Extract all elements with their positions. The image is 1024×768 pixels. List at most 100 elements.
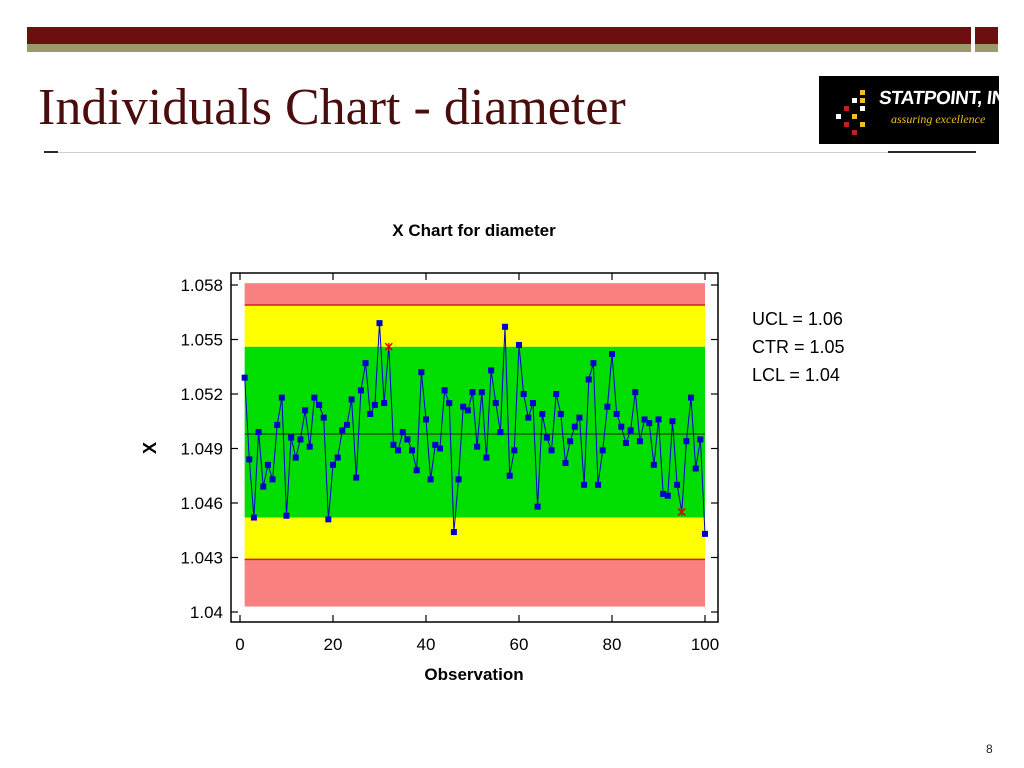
data-point xyxy=(357,387,364,394)
data-point xyxy=(316,401,323,408)
data-point xyxy=(432,441,439,448)
data-point xyxy=(455,476,462,483)
data-point xyxy=(288,434,295,441)
data-point xyxy=(450,529,457,536)
data-point xyxy=(562,460,569,467)
data-point xyxy=(539,410,546,417)
data-point xyxy=(464,407,471,414)
legend-ucl: UCL = 1.06 xyxy=(752,309,843,329)
x-tick-label: 80 xyxy=(603,635,622,654)
data-point xyxy=(320,414,327,421)
y-tick-label: 1.052 xyxy=(180,385,223,404)
data-point xyxy=(697,436,704,443)
logo-tagline: assuring excellence xyxy=(891,112,986,126)
data-point xyxy=(674,481,681,488)
data-point xyxy=(506,472,513,479)
header-square-dark xyxy=(975,27,998,44)
zone-lower-red xyxy=(244,559,705,607)
flagged-point xyxy=(677,508,686,517)
data-point xyxy=(483,454,490,461)
data-point xyxy=(343,421,350,428)
data-point xyxy=(409,447,416,454)
data-point xyxy=(367,410,374,417)
data-point xyxy=(613,410,620,417)
data-point xyxy=(241,374,248,381)
data-point xyxy=(646,420,653,427)
data-point xyxy=(362,360,369,367)
data-point xyxy=(381,400,388,407)
legend-ctr: CTR = 1.05 xyxy=(752,337,845,357)
data-point xyxy=(246,456,253,463)
data-point xyxy=(302,407,309,414)
data-point xyxy=(692,465,699,472)
series-line xyxy=(244,323,706,534)
data-point xyxy=(469,389,476,396)
data-point xyxy=(516,341,522,348)
data-point xyxy=(529,400,536,407)
data-point xyxy=(534,503,541,510)
data-point xyxy=(511,447,518,454)
y-tick-label: 1.04 xyxy=(190,603,223,622)
zone-upper-yellow xyxy=(244,304,705,347)
data-point xyxy=(590,360,597,367)
data-point xyxy=(404,436,411,443)
data-point xyxy=(423,416,429,423)
data-point xyxy=(292,454,299,461)
data-point xyxy=(497,429,504,436)
page-number: 8 xyxy=(986,742,993,756)
data-point xyxy=(371,401,378,408)
data-point xyxy=(632,389,639,396)
data-point xyxy=(604,403,611,410)
title-rule xyxy=(44,152,976,153)
y-tick-label: 1.046 xyxy=(180,494,223,513)
x-tick-label: 40 xyxy=(417,635,436,654)
data-point xyxy=(474,443,481,450)
zone-green xyxy=(244,346,705,518)
header-bar-olive xyxy=(27,44,971,52)
slide-title: Individuals Chart - diameter xyxy=(38,79,626,136)
data-point xyxy=(702,530,708,537)
series-layer xyxy=(241,320,708,537)
title-rule-left-accent xyxy=(44,151,58,153)
data-point xyxy=(311,394,318,401)
data-point xyxy=(269,476,276,483)
y-tick-label: 1.049 xyxy=(180,440,223,459)
x-tick-label: 20 xyxy=(324,635,343,654)
data-point xyxy=(520,391,527,397)
logo-dots-icon xyxy=(836,90,865,135)
title-rule-right-accent xyxy=(888,151,976,153)
data-point xyxy=(567,438,574,445)
data-point xyxy=(260,483,267,490)
data-point xyxy=(376,320,383,327)
data-point xyxy=(571,423,578,430)
data-point xyxy=(390,441,397,448)
data-point xyxy=(595,481,602,488)
data-point xyxy=(478,389,485,396)
y-tick-label: 1.043 xyxy=(180,549,223,568)
data-point xyxy=(250,514,257,521)
data-point xyxy=(585,376,592,383)
control-limits-legend: UCL = 1.06 CTR = 1.05 LCL = 1.04 xyxy=(752,305,845,389)
data-point xyxy=(274,421,281,428)
data-point xyxy=(525,414,532,421)
data-point xyxy=(334,454,341,461)
header-square-olive xyxy=(975,44,998,52)
data-point xyxy=(297,436,304,443)
data-point xyxy=(641,416,648,423)
data-point xyxy=(446,400,453,407)
zone-upper-red xyxy=(244,283,705,305)
x-axis-label: Observation xyxy=(424,665,523,684)
statpoint-logo: STATPOINT, INC. assuring excellence xyxy=(819,76,1024,144)
data-point xyxy=(581,481,588,488)
zone-lower-yellow xyxy=(244,517,705,560)
y-tick-label: 1.055 xyxy=(180,331,223,350)
x-tick-label: 100 xyxy=(691,635,719,654)
data-point xyxy=(683,438,690,445)
data-point xyxy=(669,418,676,425)
data-point xyxy=(441,387,448,394)
data-point xyxy=(306,443,313,450)
data-point xyxy=(427,476,434,483)
data-point xyxy=(395,447,402,454)
data-point xyxy=(609,351,615,358)
